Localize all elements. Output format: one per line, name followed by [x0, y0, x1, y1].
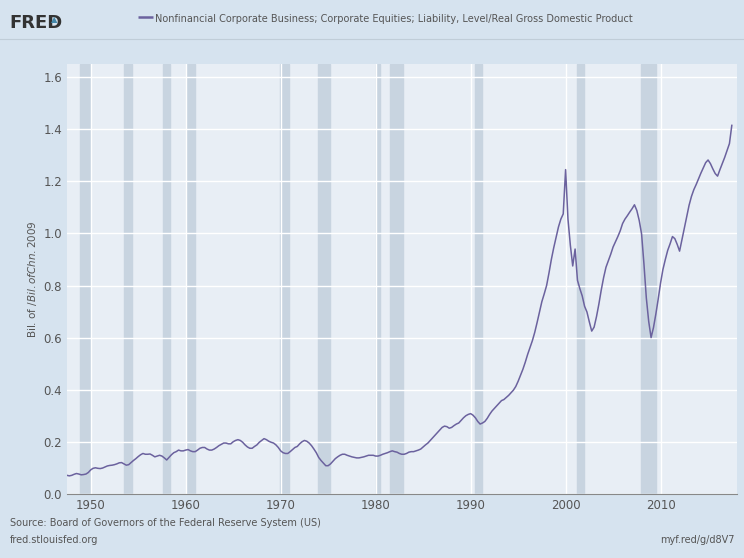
Text: fred.stlouisfed.org: fred.stlouisfed.org — [10, 535, 98, 545]
Y-axis label: Bil. of $/Bil. of Chn. 2009 $: Bil. of $/Bil. of Chn. 2009 $ — [26, 220, 39, 338]
Text: FRED: FRED — [10, 14, 63, 32]
Bar — [390, 64, 403, 494]
Bar — [475, 64, 481, 494]
Bar — [318, 64, 330, 494]
Text: Source: Board of Governors of the Federal Reserve System (US): Source: Board of Governors of the Federa… — [10, 518, 321, 528]
Bar — [124, 64, 132, 494]
Bar — [280, 64, 289, 494]
Bar — [80, 64, 90, 494]
Bar — [163, 64, 170, 494]
Text: myf.red/g/d8V7: myf.red/g/d8V7 — [660, 535, 734, 545]
Bar — [187, 64, 195, 494]
Bar — [577, 64, 584, 494]
Text: ▲: ▲ — [51, 15, 57, 24]
Text: Nonfinancial Corporate Business; Corporate Equities; Liability, Level/Real Gross: Nonfinancial Corporate Business; Corpora… — [155, 14, 632, 24]
Bar — [376, 64, 380, 494]
Bar — [641, 64, 655, 494]
